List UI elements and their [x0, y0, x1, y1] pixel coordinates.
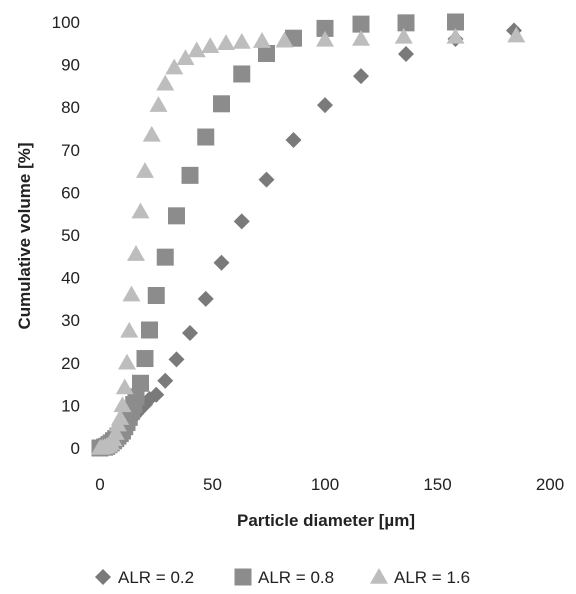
series-diamond [92, 22, 522, 456]
y-tick-label: 80 [61, 98, 80, 117]
x-tick-label: 50 [203, 475, 222, 494]
data-point-square [213, 95, 230, 113]
data-point-diamond [317, 97, 333, 114]
data-point-triangle [115, 378, 134, 395]
data-point-square [156, 248, 174, 266]
data-point-triangle [201, 37, 220, 54]
data-point-square [352, 15, 370, 33]
data-point-diamond [233, 213, 250, 230]
data-point-square [447, 13, 464, 31]
data-point-triangle [127, 245, 145, 261]
legend-label: ALR = 0.8 [258, 568, 334, 587]
data-point-triangle [446, 27, 465, 44]
data-point-square [316, 19, 334, 37]
data-point-square [136, 350, 154, 368]
data-point-diamond [168, 351, 185, 368]
y-tick-label: 100 [52, 13, 80, 32]
legend: ALR = 0.2 ALR = 0.8 ALR = 1.6 [95, 568, 470, 587]
data-point-triangle [176, 49, 195, 65]
data-point-triangle [122, 285, 141, 302]
data-point-triangle [142, 125, 161, 142]
data-point-diamond [182, 324, 198, 341]
y-tick-label: 0 [71, 439, 80, 458]
legend-marker-triangle [370, 568, 388, 584]
data-point-square [132, 374, 149, 392]
data-point-triangle [165, 58, 184, 75]
y-axis-ticks: 0 10 20 30 40 50 60 70 80 90 100 [52, 13, 80, 458]
data-points [91, 13, 526, 457]
data-point-triangle [136, 162, 154, 178]
data-point-triangle [149, 96, 168, 112]
legend-label: ALR = 0.2 [118, 568, 194, 587]
data-point-triangle [111, 409, 130, 425]
data-point-square [233, 65, 251, 83]
data-point-square [168, 207, 185, 225]
y-tick-label: 30 [61, 311, 80, 330]
data-point-diamond [148, 386, 165, 403]
data-point-triangle [253, 32, 271, 48]
data-point-square [258, 45, 275, 63]
x-tick-label: 200 [536, 475, 564, 494]
data-point-diamond [258, 171, 275, 188]
data-point-triangle [187, 41, 206, 58]
y-tick-label: 40 [61, 269, 80, 288]
y-tick-label: 70 [61, 141, 80, 160]
data-point-triangle [507, 26, 526, 43]
data-point-square [197, 128, 215, 146]
data-point-triangle [394, 27, 413, 44]
data-point-triangle [275, 31, 294, 48]
data-point-triangle [232, 33, 251, 49]
x-axis-ticks: 0 50 100 150 200 [95, 475, 564, 494]
data-point-diamond [398, 45, 414, 62]
data-point-triangle [316, 30, 334, 47]
legend-label: ALR = 1.6 [394, 568, 470, 587]
data-point-triangle [131, 202, 150, 219]
data-point-triangle [106, 424, 125, 440]
data-point-triangle [118, 353, 136, 370]
series-triangle [91, 26, 526, 455]
x-tick-label: 0 [95, 475, 104, 494]
data-point-diamond [157, 372, 174, 389]
y-tick-label: 20 [61, 354, 80, 373]
data-point-triangle [120, 321, 139, 338]
y-axis-title: Cumulative volume [%] [15, 142, 34, 329]
legend-marker-diamond [95, 569, 111, 585]
data-point-square [147, 286, 165, 304]
data-point-square [141, 321, 158, 339]
data-point-diamond [285, 132, 302, 149]
x-tick-label: 100 [311, 475, 339, 494]
y-tick-label: 50 [61, 226, 80, 245]
data-point-square [181, 166, 199, 184]
series-square [91, 13, 464, 457]
x-axis-title: Particle diameter [µm] [237, 511, 415, 530]
data-point-triangle [352, 30, 370, 46]
y-tick-label: 10 [61, 396, 80, 415]
data-point-diamond [197, 290, 214, 307]
data-point-diamond [353, 68, 369, 85]
x-tick-label: 150 [423, 475, 451, 494]
data-point-triangle [113, 396, 132, 413]
y-tick-label: 90 [61, 56, 80, 75]
data-point-triangle [156, 74, 175, 91]
data-point-diamond [213, 254, 230, 271]
y-tick-label: 60 [61, 183, 80, 202]
data-point-square [397, 14, 415, 32]
legend-marker-square [234, 568, 252, 586]
data-point-triangle [217, 34, 235, 51]
